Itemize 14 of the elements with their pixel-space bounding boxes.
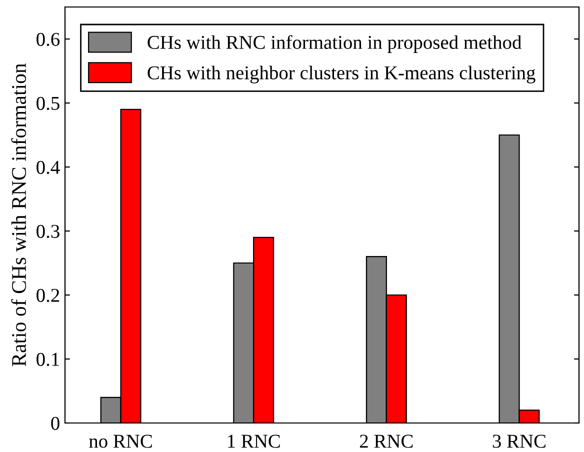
x-tick-label: 2 RNC xyxy=(360,434,413,448)
legend-label: CHs with neighbor clusters in K-means clustering xyxy=(148,66,536,84)
y-tick-label: 0.5 xyxy=(36,96,60,110)
x-tick-label: 1 RNC xyxy=(228,434,280,448)
y-tick-label: 0.1 xyxy=(36,352,59,366)
legend-label: CHs with RNC information in proposed method xyxy=(148,35,522,53)
x-tick-label: no RNC xyxy=(89,434,152,448)
x-tick-label: 3 RNC xyxy=(492,434,546,448)
y-tick-label: 0.3 xyxy=(36,224,60,238)
y-tick-label: 0 xyxy=(51,416,60,430)
y-axis-title: Ratio of CHs with RNC information xyxy=(11,63,26,366)
y-tick-label: 0.2 xyxy=(36,288,60,302)
y-tick-label: 0.4 xyxy=(36,160,60,174)
y-tick-label: 0.6 xyxy=(36,32,60,46)
